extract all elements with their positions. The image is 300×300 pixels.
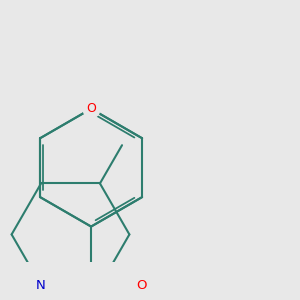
Text: N: N xyxy=(36,279,46,292)
Text: O: O xyxy=(86,102,96,115)
Text: O: O xyxy=(136,279,146,292)
